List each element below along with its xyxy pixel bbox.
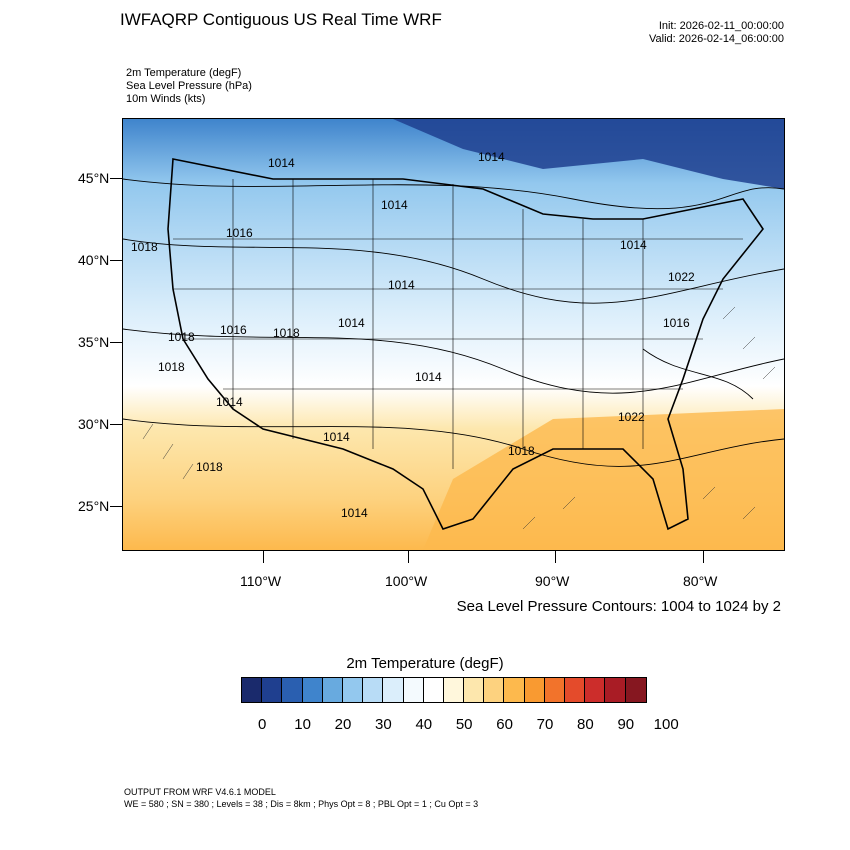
- lat-tick: [110, 178, 122, 179]
- lon-label: 80°W: [683, 573, 718, 589]
- colorbar-swatch: [585, 678, 606, 702]
- page-title: IWFAQRP Contiguous US Real Time WRF: [120, 10, 442, 29]
- colorbar-label: 40: [415, 716, 433, 733]
- colorbar-label: 60: [496, 716, 513, 733]
- valid-time: Valid: 2026-02-14_06:00:00: [649, 33, 784, 45]
- state-lines: [173, 179, 743, 469]
- colorbar-swatch: [605, 678, 626, 702]
- colorbar-label: 100: [653, 716, 679, 733]
- lon-label: 90°W: [535, 573, 570, 589]
- isobar-label: 1022: [668, 270, 695, 284]
- lat-label: 40°N: [78, 252, 110, 268]
- isobar-label: 1018: [273, 326, 300, 340]
- warm-region: [423, 409, 784, 550]
- colorbar-swatch: [625, 678, 646, 702]
- colorbar-swatch: [363, 678, 384, 702]
- colorbar-swatch: [322, 678, 343, 702]
- colorbar-label: 30: [375, 716, 392, 733]
- isobar-label: 1014: [341, 506, 368, 520]
- isobar-label: 1014: [388, 278, 415, 292]
- isobar-label: 1018: [131, 240, 158, 254]
- isobar-label: 1014: [338, 316, 365, 330]
- colorbar-swatch: [565, 678, 586, 702]
- colorbar-swatch: [342, 678, 364, 702]
- isobar-label: 1018: [508, 444, 535, 458]
- map-canvas: 1014 1014 1014 1018 1016 1014 1018 1016 …: [122, 119, 785, 550]
- colorbar-swatch: [383, 678, 404, 702]
- colorbar-swatch: [443, 678, 465, 702]
- colorbar-swatch: [282, 678, 303, 702]
- colorbar-label: 70: [536, 716, 554, 733]
- colorbar-label: 50: [455, 716, 473, 733]
- lat-label: 30°N: [78, 416, 110, 432]
- colorbar-swatch: [484, 678, 505, 702]
- wind-barbs: [142, 306, 776, 530]
- field-pressure: Sea Level Pressure (hPa): [126, 80, 252, 92]
- isobar-label: 1014: [620, 238, 647, 252]
- lon-tick: [703, 551, 704, 563]
- colorbar-label: 0: [258, 716, 267, 733]
- isobar-label: 1018: [158, 360, 185, 374]
- colorbar-swatch: [302, 678, 323, 702]
- colorbar-swatch: [504, 678, 525, 702]
- slp-contour-note: Sea Level Pressure Contours: 1004 to 102…: [456, 598, 781, 615]
- footer-config: WE = 580 ; SN = 380 ; Levels = 38 ; Dis …: [124, 799, 479, 809]
- isobar-label: 1014: [268, 156, 295, 170]
- field-winds: 10m Winds (kts): [126, 93, 206, 105]
- run-times: Init: 2026-02-11_00:00:00 Valid: 2026-02…: [649, 20, 784, 46]
- lat-tick: [110, 424, 122, 425]
- colorbar-label: 20: [334, 716, 352, 733]
- colorbar-swatch: [423, 678, 444, 702]
- field-list: 2m Temperature (degF) Sea Level Pressure…: [126, 67, 252, 106]
- lat-label: 35°N: [78, 334, 110, 350]
- cold-region: [393, 119, 784, 189]
- field-temperature: 2m Temperature (degF): [126, 67, 242, 79]
- lat-label: 25°N: [78, 498, 110, 514]
- isobar-label: 1014: [323, 430, 350, 444]
- isobar-label: 1016: [663, 316, 690, 330]
- footer-model: OUTPUT FROM WRF V4.6.1 MODEL: [124, 787, 276, 797]
- init-time: Init: 2026-02-11_00:00:00: [658, 20, 784, 32]
- colorbar-swatch: [262, 678, 283, 702]
- colorbar-swatch: [524, 678, 545, 702]
- lat-tick: [110, 260, 122, 261]
- isobar-label: 1014: [216, 395, 243, 409]
- lon-tick: [263, 551, 264, 563]
- lon-tick: [555, 551, 556, 563]
- weather-map: 1014 1014 1014 1018 1016 1014 1018 1016 …: [122, 118, 785, 551]
- isobar-label: 1014: [478, 150, 505, 164]
- lon-tick: [408, 551, 409, 563]
- isobar-label: 1016: [226, 226, 253, 240]
- colorbar-label: 80: [577, 716, 594, 733]
- isobar-label: 1014: [415, 370, 442, 384]
- isobar-label: 1014: [381, 198, 408, 212]
- isobar-label: 1018: [168, 330, 195, 344]
- colorbar: [241, 677, 647, 703]
- colorbar-title: 2m Temperature (degF): [346, 655, 504, 672]
- colorbar-swatch: [403, 678, 424, 702]
- isobars: [122, 178, 785, 467]
- colorbar-label: 90: [617, 716, 635, 733]
- colorbar-swatch: [242, 678, 263, 702]
- isobar-label: 1018: [196, 460, 223, 474]
- model-footer: OUTPUT FROM WRF V4.6.1 MODEL WE = 580 ; …: [124, 786, 478, 810]
- lat-tick: [110, 342, 122, 343]
- isobar-label: 1022: [618, 410, 645, 424]
- lat-tick: [110, 506, 122, 507]
- us-outline: [167, 158, 764, 531]
- colorbar-label: 10: [294, 716, 311, 733]
- lon-label: 100°W: [385, 573, 428, 589]
- isobar-labels: 1014 1014 1014 1018 1016 1014 1018 1016 …: [131, 150, 695, 520]
- lat-label: 45°N: [78, 170, 110, 186]
- colorbar-swatch: [464, 678, 485, 702]
- lon-label: 110°W: [240, 573, 282, 589]
- colorbar-swatch: [544, 678, 565, 702]
- isobar-label: 1016: [220, 323, 247, 337]
